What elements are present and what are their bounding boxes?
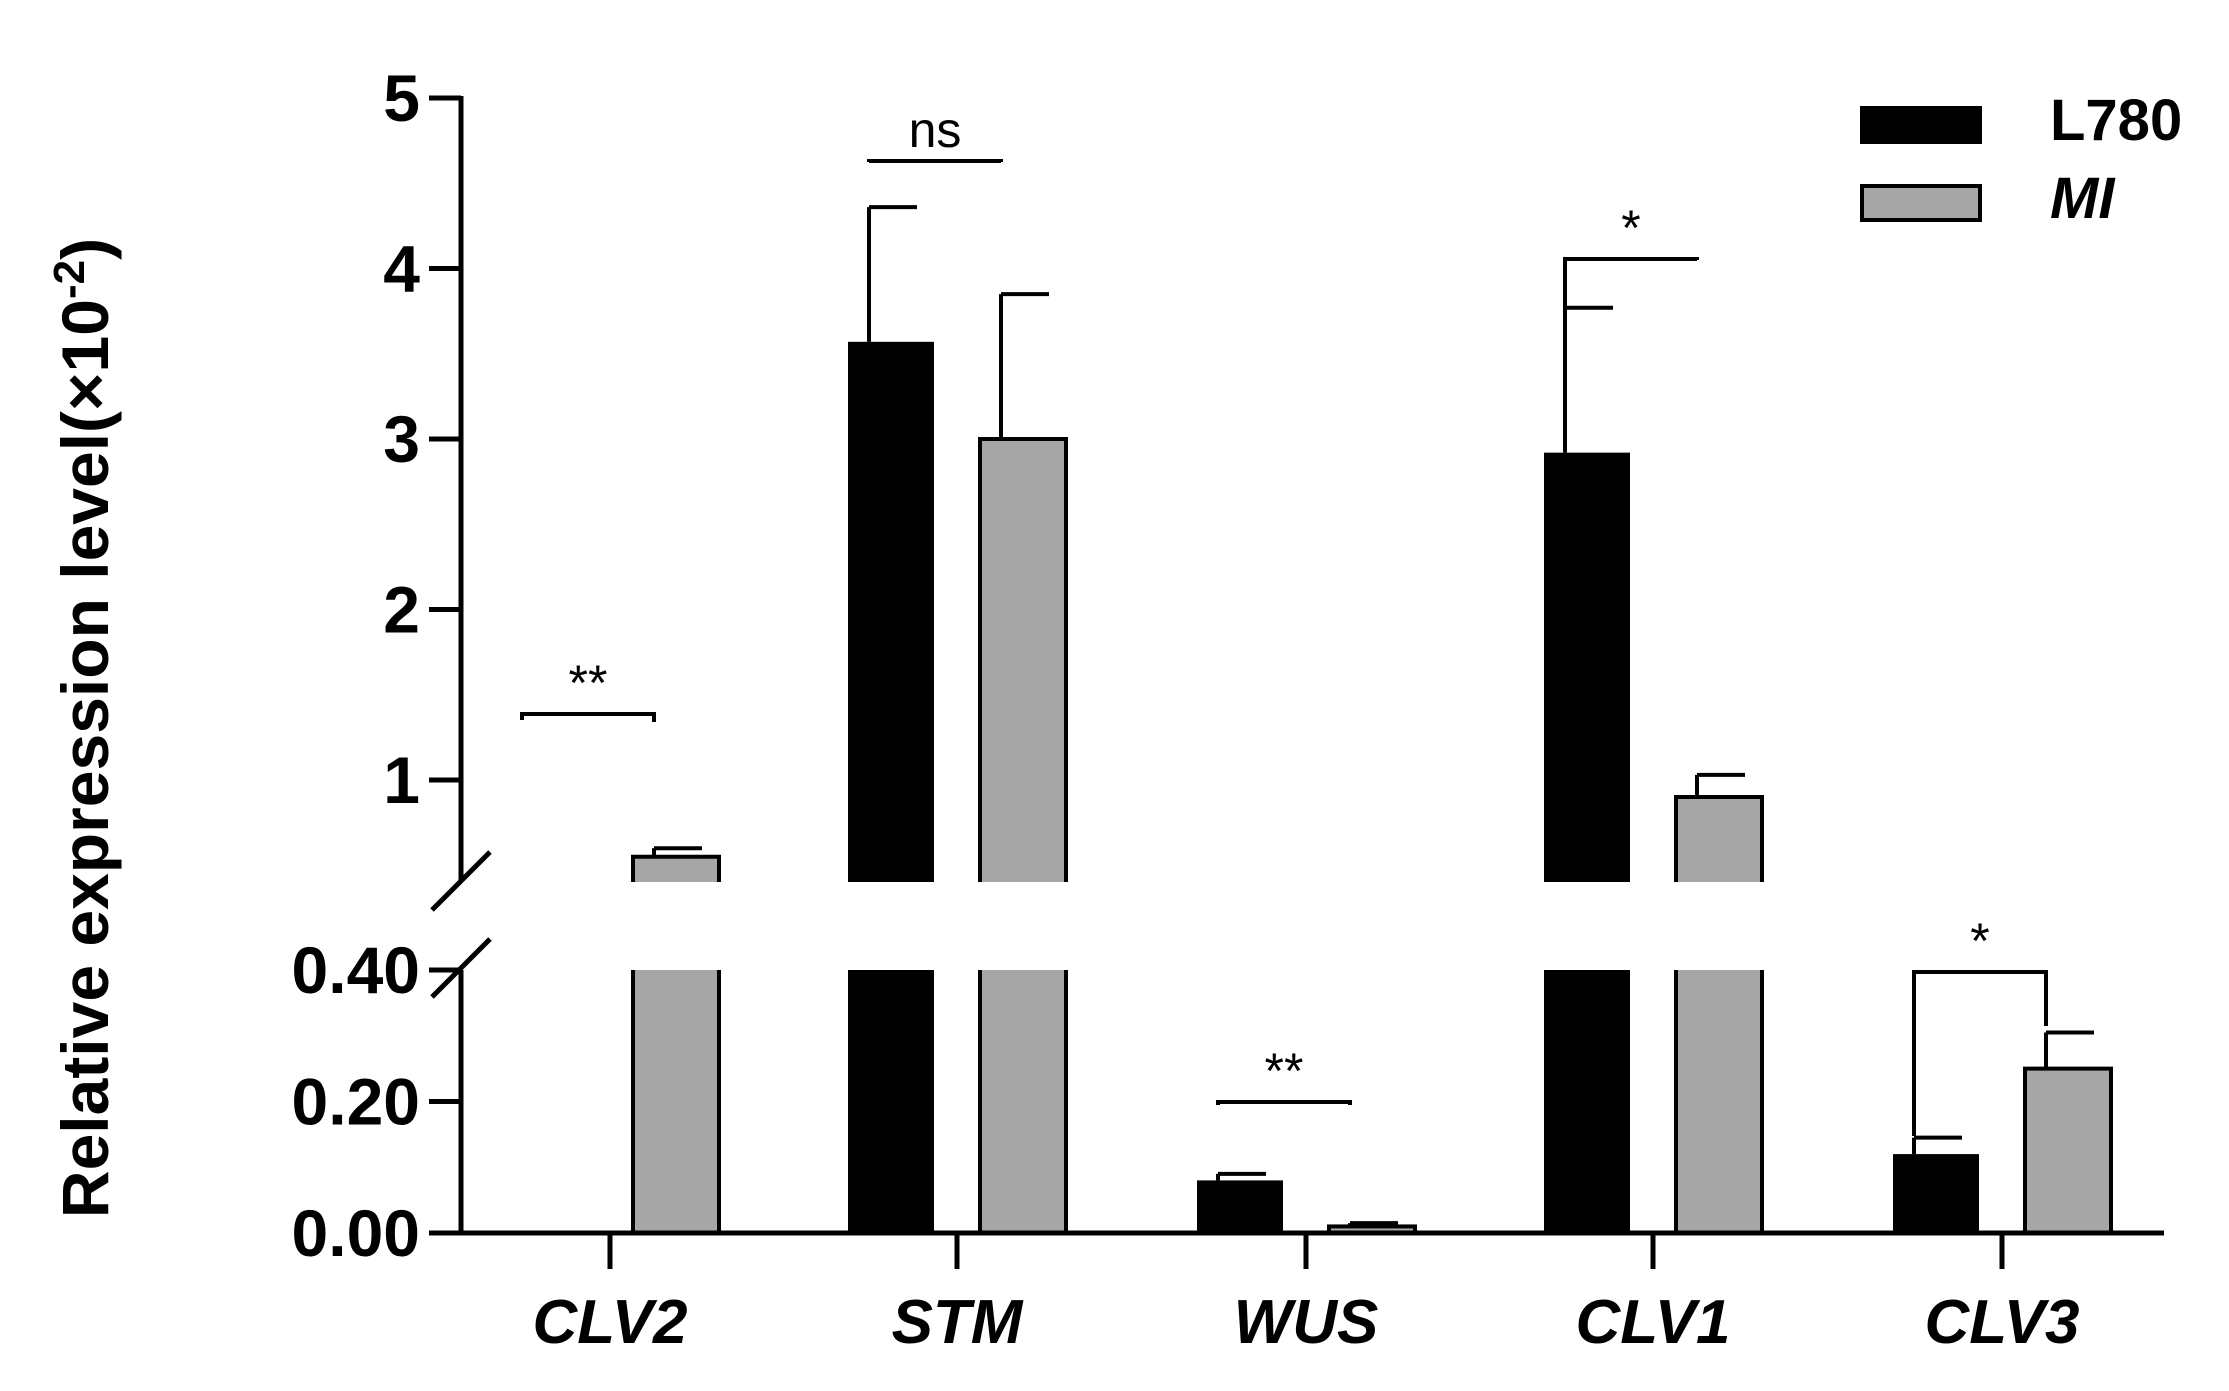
legend-label-MI: MI <box>2050 166 2116 231</box>
significance-label-CLV1: * <box>1621 200 1640 256</box>
bar-lower-L780-STM <box>848 970 934 1233</box>
y-axis-title: Relative expression level(×10-2) <box>45 238 122 1218</box>
bar-lower-L780-CLV1 <box>1544 970 1630 1233</box>
y-tick-label-0.20: 0.20 <box>292 1065 420 1139</box>
x-tick-label-CLV3: CLV3 <box>1924 1288 2079 1357</box>
bar-upper-L780-STM <box>848 341 934 882</box>
significance-bracket-CLV3 <box>1912 970 2048 1136</box>
bar-lower-MI-CLV1 <box>1676 970 1762 1233</box>
legend-swatch-L780 <box>1860 106 1982 144</box>
y-tick-label-4: 4 <box>383 232 420 306</box>
bar-MI-CLV3 <box>2023 1066 2113 1235</box>
bar-upper-MI-CLV2 <box>633 856 719 882</box>
significance-label-CLV3: * <box>1970 913 1989 969</box>
axes-layer: 1 2 3 4 5 0.00 0.20 0.40 CLV2 STM WUS CLV1 CLV3 <box>292 61 2164 1357</box>
legend-label-L780: L780 <box>2050 88 2182 153</box>
y-tick-label-2: 2 <box>383 573 420 647</box>
significance-label-CLV2: ** <box>569 655 608 711</box>
y-tick-label-5: 5 <box>383 61 420 135</box>
significance-bracket-WUS <box>1216 1100 1352 1105</box>
x-tick-label-CLV2: CLV2 <box>532 1288 687 1357</box>
bar-lower-MI-STM <box>980 970 1066 1233</box>
bar-L780-CLV3 <box>1893 1154 1979 1233</box>
significance-bracket-CLV1 <box>1563 257 1699 308</box>
bar-upper-outline-CLV2 <box>631 854 721 882</box>
axis-break-mark-upper <box>430 850 492 912</box>
significance-bracket-STM <box>867 159 1003 163</box>
x-tick-label-WUS: WUS <box>1234 1288 1379 1357</box>
bar-upper-MI-CLV1 <box>1676 797 1762 882</box>
significance-bracket-CLV2 <box>520 712 656 722</box>
y-tick-label-3: 3 <box>383 402 420 476</box>
bar-upper-outline-STM <box>978 437 1068 882</box>
y-tick-label-0.40: 0.40 <box>292 933 420 1007</box>
significance-layer: **ns**** <box>520 102 2048 1136</box>
legend-swatch-MI <box>1860 184 1982 222</box>
significance-label-STM: ns <box>909 102 962 158</box>
error-bars-layer <box>652 205 2094 1227</box>
bar-upper-outline-CLV1 <box>1674 795 1764 882</box>
bars-layer <box>631 341 2113 1236</box>
y-tick-label-0.00: 0.00 <box>292 1196 420 1270</box>
bar-upper-MI-STM <box>980 439 1066 882</box>
bar-upper-L780-CLV1 <box>1544 452 1630 882</box>
legend: L780 MI <box>1860 88 2182 231</box>
bar-L780-WUS <box>1197 1180 1283 1233</box>
x-tick-label-CLV1: CLV1 <box>1575 1288 1730 1357</box>
y-tick-label-1: 1 <box>383 743 420 817</box>
x-tick-label-STM: STM <box>892 1288 1024 1357</box>
significance-label-WUS: ** <box>1265 1043 1304 1099</box>
bar-lower-MI-CLV2 <box>633 970 719 1233</box>
